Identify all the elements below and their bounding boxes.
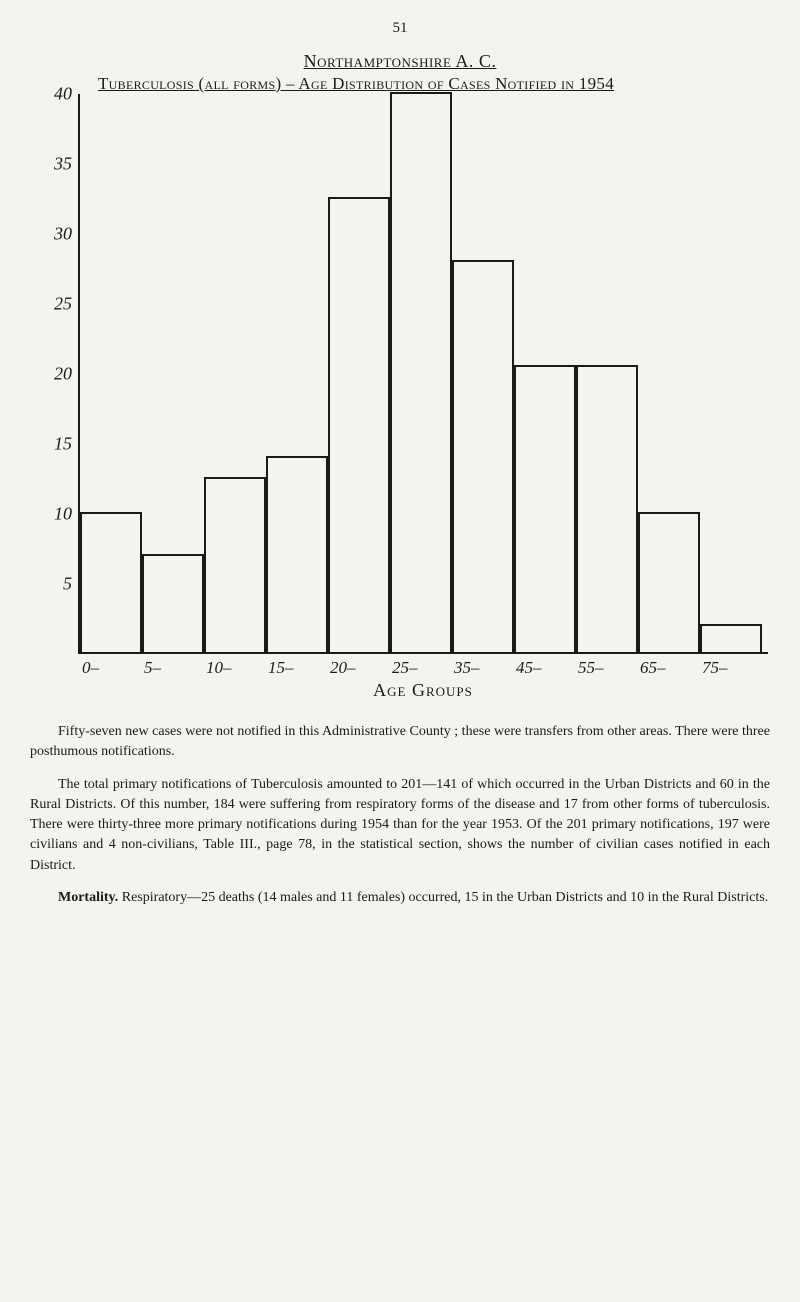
- body-text: Fifty-seven new cases were not notified …: [30, 722, 770, 908]
- paragraph-3-text: Respiratory—25 deaths (14 males and 11 f…: [118, 890, 768, 905]
- y-tick: 25: [54, 294, 72, 315]
- chart-subtitle: Tuberculosis (all forms) – Age Distribut…: [30, 74, 770, 94]
- bar: [266, 456, 328, 652]
- x-label: 75–: [702, 658, 728, 678]
- y-tick: 10: [54, 504, 72, 525]
- bar: [80, 512, 142, 652]
- chart-title: Northamptonshire A. C.: [30, 51, 770, 72]
- x-label: 5–: [144, 658, 161, 678]
- bar: [204, 477, 266, 652]
- y-tick: 20: [54, 364, 72, 385]
- x-axis-title: Age Groups: [78, 680, 768, 701]
- bar: [328, 197, 390, 652]
- bar: [638, 512, 700, 652]
- bar: [514, 365, 576, 652]
- bar: [452, 260, 514, 652]
- x-label: 15–: [268, 658, 294, 678]
- y-tick: 35: [54, 154, 72, 175]
- y-axis: 510152025303540: [30, 94, 78, 654]
- x-label: 0–: [82, 658, 99, 678]
- y-tick: 40: [54, 84, 72, 105]
- x-label: 25–: [392, 658, 418, 678]
- y-tick: 30: [54, 224, 72, 245]
- x-label: 55–: [578, 658, 604, 678]
- x-label: 20–: [330, 658, 356, 678]
- paragraph-1: Fifty-seven new cases were not notified …: [30, 722, 770, 763]
- x-label: 35–: [454, 658, 480, 678]
- y-tick: 15: [54, 434, 72, 455]
- y-tick: 5: [63, 574, 72, 595]
- plot-area: [78, 94, 768, 654]
- bar: [700, 624, 762, 652]
- paragraph-3: Mortality. Respiratory—25 deaths (14 mal…: [30, 888, 770, 908]
- x-label: 65–: [640, 658, 666, 678]
- bar: [390, 92, 452, 652]
- mortality-label: Mortality.: [58, 890, 118, 905]
- bar-chart: 510152025303540 0–5–10–15–20–25–35–45–55…: [30, 94, 770, 704]
- x-label: 10–: [206, 658, 232, 678]
- x-label: 45–: [516, 658, 542, 678]
- paragraph-2: The total primary notifications of Tuber…: [30, 775, 770, 876]
- bar: [142, 554, 204, 652]
- bar: [576, 365, 638, 652]
- page-number: 51: [30, 20, 770, 37]
